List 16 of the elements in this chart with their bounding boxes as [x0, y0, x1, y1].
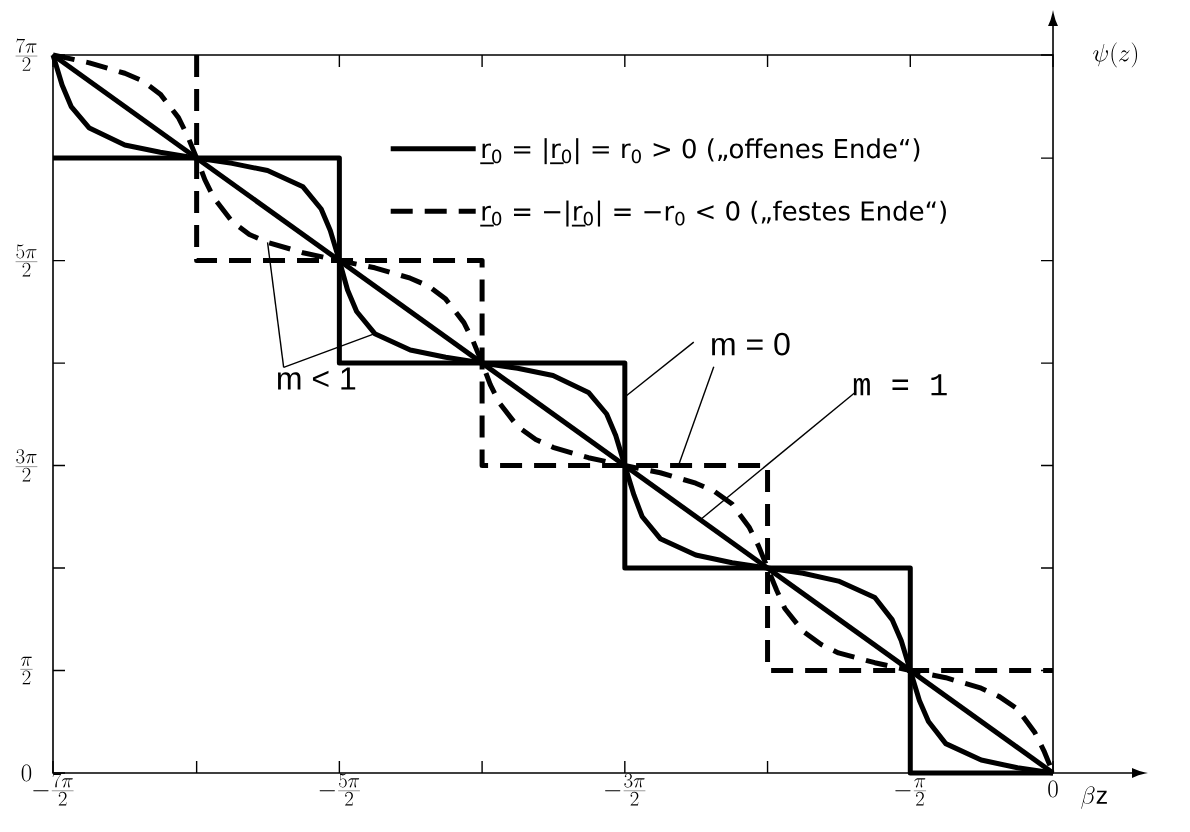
y-tick-label: $\frac{7\pi}{2}$	[15, 38, 38, 71]
y-tick-label: $\frac{5\pi}{2}$	[15, 244, 38, 277]
x-tick-label: $-\frac{3\pi}{2}$	[605, 773, 646, 806]
x-tick-label: $-\frac{\pi}{2}$	[895, 778, 927, 806]
annotation: m = 1	[853, 374, 947, 396]
x-tick-label: $0$	[1048, 780, 1058, 798]
y-tick-label: $\frac{3\pi}{2}$	[15, 449, 38, 482]
legend-label: r̲$_{0}$ = |r̲$_{0}$| = r$_{0}$ > 0 („offenes Ende“)	[480, 138, 920, 165]
legend-label: r̲$_{0}$ = −|r̲$_{0}$| = −r$_{0}$ < 0 („festes Ende“)	[480, 200, 946, 227]
annotation: m < 1	[277, 367, 356, 390]
x-axis-title: $\beta\mathrm{z}$	[1081, 786, 1107, 809]
annotation: m = 0	[712, 332, 790, 356]
y-axis-title: $\psi(z)$	[1093, 42, 1138, 68]
x-tick-label: $-\frac{7\pi}{2}$	[33, 773, 74, 806]
y-tick-label: $\frac{\pi}{2}$	[20, 656, 33, 685]
x-tick-label: $-\frac{5\pi}{2}$	[319, 773, 360, 806]
